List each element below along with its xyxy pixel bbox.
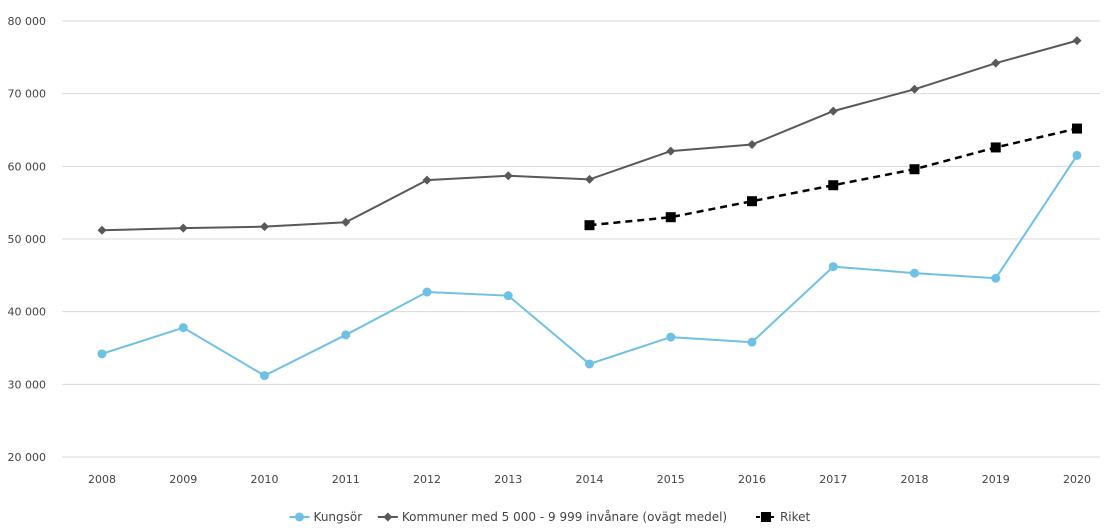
x-tick-label: 2012 — [413, 473, 441, 486]
data-point — [666, 332, 676, 342]
x-tick-label: 2019 — [982, 473, 1010, 486]
x-tick-label: 2018 — [901, 473, 929, 486]
data-point — [503, 291, 513, 301]
data-point — [178, 223, 188, 233]
data-point — [97, 225, 107, 235]
series-layer — [97, 36, 1082, 381]
series-2 — [97, 36, 1082, 235]
series-3 — [584, 123, 1082, 231]
data-point — [422, 287, 432, 297]
data-point — [666, 146, 676, 156]
series-line — [589, 127, 1078, 227]
data-point — [990, 142, 1001, 153]
y-tick-label: 50 000 — [8, 233, 47, 246]
data-point — [584, 220, 595, 231]
data-point — [422, 175, 432, 185]
data-point — [260, 371, 269, 381]
x-tick-label: 2010 — [251, 473, 279, 486]
data-point — [747, 140, 757, 150]
data-point — [260, 222, 269, 232]
legend-label: Kommuner med 5 000 - 9 999 invånare (ovä… — [402, 510, 727, 524]
x-tick-label: 2009 — [169, 473, 197, 486]
x-tick-label: 2013 — [494, 473, 522, 486]
series-1 — [97, 150, 1082, 381]
y-tick-label: 70 000 — [8, 88, 47, 101]
y-tick-label: 60 000 — [8, 160, 47, 173]
legend: Kungsör Kommuner med 5 000 - 9 999 invåna… — [289, 510, 811, 524]
data-point — [1072, 150, 1082, 160]
data-point — [341, 217, 351, 227]
data-point — [503, 171, 513, 181]
data-point — [665, 212, 676, 223]
data-point — [585, 174, 594, 184]
data-point — [1072, 36, 1082, 46]
grid-lines — [62, 20, 1100, 458]
data-point — [991, 58, 1001, 68]
legend-item-1: Kungsör — [289, 510, 363, 524]
data-point — [910, 84, 919, 94]
x-axis: 2008 2009 2010 2011 2012 2013 2014 2015 2016 2017… — [88, 473, 1091, 486]
data-point — [828, 106, 838, 116]
legend-marker — [760, 512, 771, 522]
legend-item-3: Riket — [755, 510, 811, 524]
data-point — [97, 349, 107, 359]
legend-label: Riket — [780, 510, 811, 524]
x-tick-label: 2016 — [738, 473, 766, 486]
data-point — [909, 164, 920, 175]
series-line — [101, 39, 1078, 232]
data-point — [910, 268, 919, 278]
data-point — [341, 330, 351, 340]
data-point — [1072, 123, 1082, 134]
series-line — [101, 154, 1078, 377]
x-tick-label: 2011 — [332, 473, 360, 486]
y-tick-label: 40 000 — [8, 306, 47, 319]
x-tick-label: 2015 — [657, 473, 685, 486]
y-tick-label: 30 000 — [8, 378, 47, 391]
data-point — [828, 262, 838, 272]
data-point — [585, 359, 594, 369]
data-point — [178, 323, 188, 333]
data-point — [747, 196, 757, 207]
legend-label: Kungsör — [314, 510, 363, 524]
x-tick-label: 2020 — [1063, 473, 1091, 486]
x-tick-label: 2014 — [576, 473, 604, 486]
data-point — [828, 180, 839, 191]
y-tick-label: 20 000 — [8, 451, 47, 464]
legend-marker — [383, 512, 393, 522]
legend-item-2: Kommuner med 5 000 - 9 999 invånare (ovä… — [377, 510, 727, 524]
y-tick-label: 80 000 — [8, 15, 47, 28]
x-tick-label: 2017 — [819, 473, 847, 486]
data-point — [747, 337, 757, 347]
data-point — [991, 273, 1001, 283]
y-axis: 20 000 30 000 40 000 50 000 60 000 70 000 80 0… — [8, 15, 47, 464]
x-tick-label: 2008 — [88, 473, 116, 486]
legend-marker — [295, 512, 305, 522]
